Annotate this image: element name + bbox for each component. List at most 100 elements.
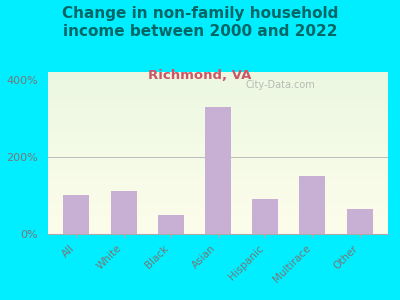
Bar xyxy=(48,80,388,81)
Bar xyxy=(48,98,388,99)
Bar xyxy=(48,86,388,87)
Bar xyxy=(48,190,388,191)
Bar xyxy=(347,209,373,234)
Bar xyxy=(48,125,388,126)
Bar xyxy=(48,148,388,149)
Bar xyxy=(48,219,388,220)
Bar xyxy=(48,96,388,97)
Bar xyxy=(48,150,388,151)
Bar xyxy=(48,117,388,119)
Bar xyxy=(48,76,388,77)
Bar xyxy=(48,188,388,189)
Bar xyxy=(48,143,388,144)
Bar xyxy=(48,97,388,98)
Bar xyxy=(48,114,388,115)
Bar xyxy=(48,160,388,161)
Text: City-Data.com: City-Data.com xyxy=(245,80,315,90)
Bar xyxy=(48,128,388,129)
Bar xyxy=(48,171,388,172)
Bar xyxy=(48,222,388,223)
Bar xyxy=(48,85,388,86)
Bar xyxy=(48,123,388,124)
Bar xyxy=(48,229,388,230)
Text: Change in non-family household
income between 2000 and 2022: Change in non-family household income be… xyxy=(62,6,338,39)
Bar xyxy=(48,94,388,95)
Bar xyxy=(48,81,388,82)
Bar xyxy=(48,129,388,130)
Bar xyxy=(48,95,388,96)
Bar xyxy=(48,224,388,225)
Bar xyxy=(48,74,388,75)
Bar xyxy=(48,225,388,226)
Bar xyxy=(48,121,388,122)
Bar xyxy=(48,118,388,119)
Bar xyxy=(48,172,388,173)
Bar xyxy=(48,160,388,162)
Bar xyxy=(110,191,136,234)
Bar xyxy=(48,112,388,113)
Bar xyxy=(48,192,388,193)
Bar xyxy=(48,214,388,216)
Bar xyxy=(158,215,184,234)
Bar xyxy=(48,165,388,166)
Bar xyxy=(48,164,388,165)
Bar xyxy=(63,195,89,234)
Bar xyxy=(48,230,388,231)
Bar xyxy=(48,197,388,198)
Bar xyxy=(48,135,388,136)
Bar xyxy=(48,179,388,180)
Bar xyxy=(48,193,388,194)
Bar xyxy=(48,205,388,206)
Bar xyxy=(48,221,388,222)
Bar xyxy=(48,185,388,187)
Bar xyxy=(48,124,388,125)
Bar xyxy=(48,144,388,145)
Bar xyxy=(48,173,388,175)
Bar xyxy=(48,108,388,109)
Bar xyxy=(48,102,388,103)
Bar xyxy=(48,200,388,202)
Bar xyxy=(48,233,388,234)
Bar xyxy=(48,184,388,185)
Bar xyxy=(48,168,388,169)
Bar xyxy=(48,178,388,179)
Bar xyxy=(48,218,388,219)
Bar xyxy=(48,181,388,182)
Bar xyxy=(48,208,388,209)
Bar xyxy=(48,109,388,110)
Bar xyxy=(48,89,388,90)
Bar xyxy=(48,196,388,197)
Bar xyxy=(48,119,388,121)
Bar xyxy=(48,122,388,123)
Bar xyxy=(48,158,388,160)
Bar xyxy=(48,191,388,192)
Bar xyxy=(48,189,388,190)
Bar xyxy=(48,126,388,127)
Bar xyxy=(48,138,388,139)
Bar xyxy=(48,77,388,79)
Bar xyxy=(48,209,388,210)
Bar xyxy=(48,106,388,108)
Bar xyxy=(48,87,388,88)
Bar xyxy=(48,170,388,171)
Bar xyxy=(48,162,388,163)
Bar xyxy=(48,151,388,152)
Bar xyxy=(48,204,388,205)
Bar xyxy=(300,176,326,234)
Bar xyxy=(48,194,388,195)
Bar xyxy=(48,130,388,131)
Bar xyxy=(48,217,388,218)
Bar xyxy=(48,212,388,214)
Bar xyxy=(48,152,388,153)
Bar xyxy=(48,175,388,176)
Bar xyxy=(48,198,388,200)
Bar xyxy=(48,149,388,150)
Bar xyxy=(48,206,388,207)
Bar xyxy=(48,99,388,100)
Bar xyxy=(48,137,388,138)
Bar xyxy=(48,207,388,208)
Bar xyxy=(48,169,388,170)
Bar xyxy=(48,131,388,133)
Bar xyxy=(48,141,388,142)
Bar xyxy=(48,167,388,168)
